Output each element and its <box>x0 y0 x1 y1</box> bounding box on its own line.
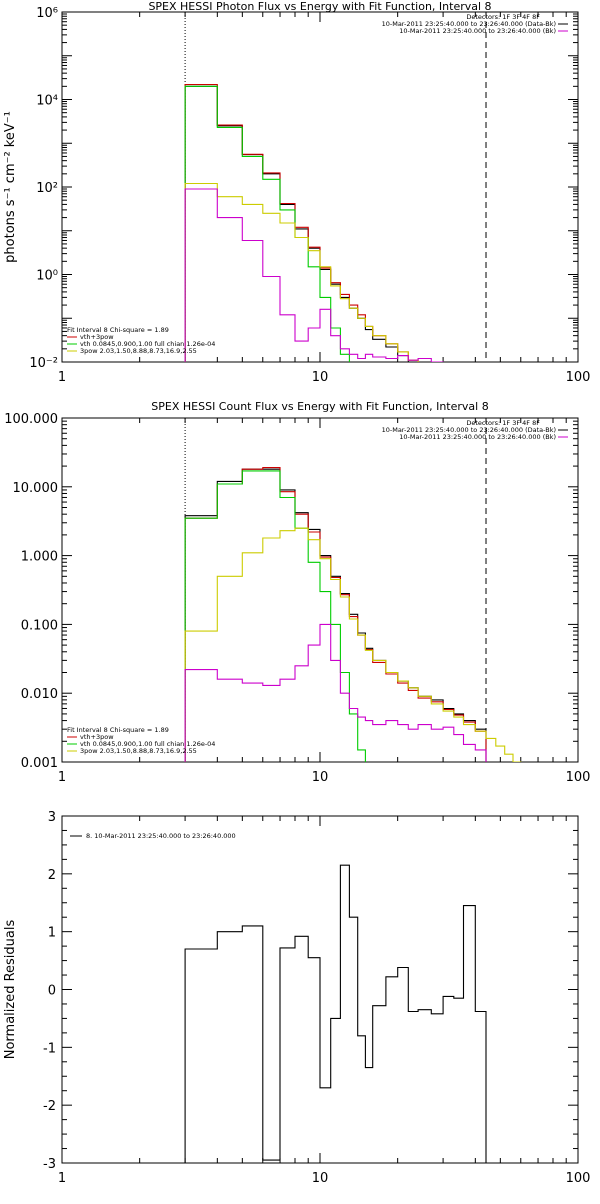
chart-title: SPEX HESSI Count Flux vs Energy with Fit… <box>151 400 488 413</box>
series-8-10-mar-2011-23-25-40-000-to-23-26-40-000 <box>184 864 487 1163</box>
y-tick-label: 2 <box>48 868 56 883</box>
legend-entry-label: vth+3pow <box>80 333 114 341</box>
legend-header: Detectors: 1F 3F 4F 8F <box>466 13 540 21</box>
y-tick-label: 100.000 <box>4 412 58 427</box>
series-data-bk <box>184 85 409 362</box>
x-tick-label: 100 <box>566 1171 591 1186</box>
y-tick-label: 10⁴ <box>36 94 58 109</box>
y-tick-label: 0.100 <box>21 618 58 633</box>
y-tick-label: -3 <box>43 1157 56 1172</box>
x-tick-label: 10 <box>312 370 329 385</box>
y-tick-label: 0 <box>48 984 56 999</box>
y-tick-label: 10² <box>36 181 58 196</box>
y-tick-label: 1.000 <box>21 550 58 565</box>
chart-panel-2: SPEX HESSI Count Flux vs Energy with Fit… <box>4 400 590 785</box>
y-tick-label: 1 <box>48 926 56 941</box>
legend-entry-label: 8. 10-Mar-2011 23:25:40.000 to 23:26:40.… <box>86 832 236 840</box>
series-bk <box>184 188 444 362</box>
legend-header: Fit Interval 8 Chi-square = 1.89 <box>67 726 169 734</box>
series-data-bk <box>184 468 487 762</box>
series-vth <box>184 470 366 762</box>
y-tick-label: 10⁶ <box>36 6 58 21</box>
x-tick-label: 100 <box>566 370 591 385</box>
series-3pow <box>184 182 419 362</box>
series-bk <box>184 623 487 762</box>
chart-title: SPEX HESSI Photon Flux vs Energy with Fi… <box>148 0 491 13</box>
legend-entry-label: 10-Mar-2011 23:25:40.000 to 23:26:40.000… <box>382 426 556 434</box>
x-tick-label: 1 <box>58 770 66 785</box>
x-tick-label: 1 <box>58 370 66 385</box>
legend-left: 8. 10-Mar-2011 23:25:40.000 to 23:26:40.… <box>70 832 236 840</box>
series-group <box>184 467 522 762</box>
legend-entry-label: vth 0.0845,0.900,1.00 full chian 1.26e-0… <box>80 740 215 748</box>
series-vth-3pow <box>184 83 419 362</box>
legend-entry-label: 10-Mar-2011 23:25:40.000 to 23:26:40.000… <box>399 27 556 35</box>
y-tick-label: 10.000 <box>13 481 59 496</box>
chart-panel-3: 1 10 100 -3 -2 -1 0 1 2 3 Normalized Residuals 8. 1… <box>3 810 590 1186</box>
y-axis-label: Normalized Residuals <box>3 920 18 1060</box>
legend-header: Fit Interval 8 Chi-square = 1.89 <box>67 326 169 334</box>
x-tick-label: 10 <box>312 1171 329 1186</box>
legend-left: Fit Interval 8 Chi-square = 1.89vth+3pow… <box>67 326 215 355</box>
series-vth-3pow <box>184 467 487 762</box>
legend-entry-label: 10-Mar-2011 23:25:40.000 to 23:26:40.000… <box>399 433 556 441</box>
y-tick-label: 10⁻² <box>29 356 58 371</box>
legend-left: Fit Interval 8 Chi-square = 1.89vth+3pow… <box>67 726 215 755</box>
y-axis-label: photons s⁻¹ cm⁻² keV⁻¹ <box>3 111 18 263</box>
legend-entry-label: 3pow 2.03,1.50,8.88,8.73,16.9,2.55 <box>80 747 197 755</box>
x-tick-label: 1 <box>58 1171 66 1186</box>
series-3pow <box>184 527 522 762</box>
y-tick-label: 0.010 <box>21 687 58 702</box>
legend-header: Detectors: 1F 3F 4F 8F <box>466 419 540 427</box>
y-tick-label: 3 <box>48 810 56 825</box>
legend-entry-label: vth 0.0845,0.900,1.00 full chian 1.26e-0… <box>80 340 215 348</box>
y-tick-label: -1 <box>43 1041 56 1056</box>
y-tick-label: 10⁰ <box>36 269 58 284</box>
chart-panel-1: SPEX HESSI Photon Flux vs Energy with Fi… <box>3 0 591 385</box>
legend-entry-label: 3pow 2.03,1.50,8.88,8.73,16.9,2.55 <box>80 347 197 355</box>
legend-entry-label: 10-Mar-2011 23:25:40.000 to 23:26:40.000… <box>382 20 556 28</box>
x-tick-label: 10 <box>312 770 329 785</box>
series-group <box>184 864 487 1163</box>
series-group <box>184 83 444 362</box>
y-tick-label: 0.001 <box>21 756 58 771</box>
x-tick-label: 100 <box>566 770 591 785</box>
series-vth <box>184 85 350 362</box>
legend-entry-label: vth+3pow <box>80 733 114 741</box>
y-tick-label: -2 <box>43 1099 56 1114</box>
